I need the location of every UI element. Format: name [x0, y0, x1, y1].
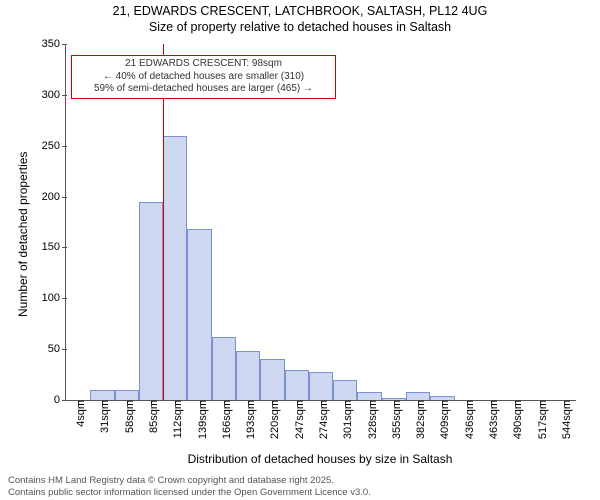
x-tick: 490sqm — [506, 400, 524, 439]
x-tick: 301sqm — [336, 400, 354, 439]
x-tick: 355sqm — [385, 400, 403, 439]
x-tick: 463sqm — [482, 400, 500, 439]
x-tick: 409sqm — [433, 400, 451, 439]
footer-line1: Contains HM Land Registry data © Crown c… — [8, 475, 371, 486]
histogram-bar — [357, 392, 381, 400]
x-tick: 4sqm — [69, 400, 87, 427]
x-tick: 139sqm — [191, 400, 209, 439]
x-tick: 247sqm — [288, 400, 306, 439]
histogram-bar — [187, 229, 211, 400]
histogram-bar — [260, 359, 284, 400]
annotation-line: 21 EDWARDS CRESCENT: 98sqm — [76, 58, 331, 71]
histogram-bar — [163, 136, 187, 400]
x-tick: 274sqm — [312, 400, 330, 439]
annotation-line: 59% of semi-detached houses are larger (… — [76, 83, 331, 96]
histogram-bar — [333, 380, 357, 400]
y-tick: 50 — [48, 343, 66, 355]
histogram-bar — [90, 390, 114, 400]
footer-line2: Contains public sector information licen… — [8, 487, 371, 498]
footer: Contains HM Land Registry data © Crown c… — [8, 475, 371, 498]
chart-title: 21, EDWARDS CRESCENT, LATCHBROOK, SALTAS… — [0, 4, 600, 35]
y-tick: 300 — [42, 89, 66, 101]
x-tick: 220sqm — [263, 400, 281, 439]
histogram-bar — [309, 372, 333, 400]
x-tick: 544sqm — [555, 400, 573, 439]
y-tick: 0 — [54, 394, 66, 406]
y-tick: 100 — [42, 292, 66, 304]
plot-area: 0501001502002503003504sqm31sqm58sqm85sqm… — [65, 44, 576, 401]
histogram-bar — [212, 337, 236, 400]
annotation-box: 21 EDWARDS CRESCENT: 98sqm← 40% of detac… — [71, 55, 336, 99]
y-tick: 150 — [42, 241, 66, 253]
x-tick: 31sqm — [93, 400, 111, 433]
histogram-bar — [115, 390, 139, 400]
x-tick: 58sqm — [118, 400, 136, 433]
y-tick: 200 — [42, 191, 66, 203]
x-tick: 166sqm — [215, 400, 233, 439]
histogram-bar — [236, 351, 260, 400]
x-axis-label: Distribution of detached houses by size … — [65, 452, 575, 466]
annotation-line: ← 40% of detached houses are smaller (31… — [76, 71, 331, 84]
x-tick: 112sqm — [166, 400, 184, 438]
histogram-bar — [285, 370, 309, 401]
histogram-bar — [382, 398, 406, 400]
title-line2: Size of property relative to detached ho… — [0, 20, 600, 36]
x-tick: 328sqm — [361, 400, 379, 439]
x-tick: 382sqm — [409, 400, 427, 439]
y-tick: 250 — [42, 140, 66, 152]
title-line1: 21, EDWARDS CRESCENT, LATCHBROOK, SALTAS… — [0, 4, 600, 20]
x-tick: 85sqm — [142, 400, 160, 433]
y-tick: 350 — [42, 38, 66, 50]
x-tick: 193sqm — [239, 400, 257, 439]
x-tick: 517sqm — [531, 400, 549, 439]
y-axis-label: Number of detached properties — [16, 152, 30, 317]
histogram-bar — [139, 202, 163, 400]
x-tick: 436sqm — [458, 400, 476, 439]
histogram-bar — [406, 392, 430, 400]
histogram-bar — [430, 396, 454, 400]
